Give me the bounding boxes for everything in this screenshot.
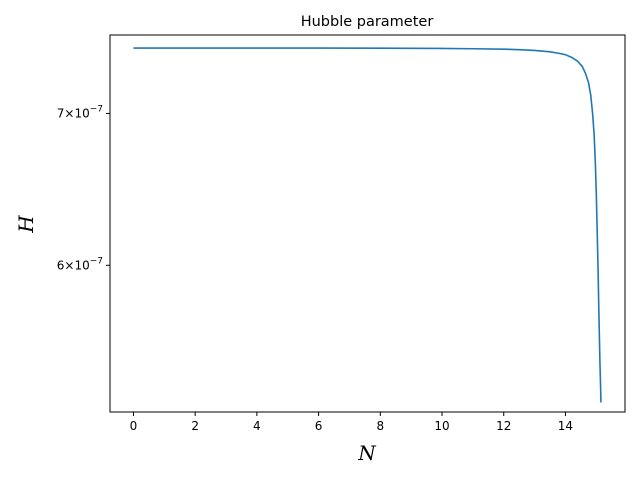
plot-area (133, 47, 602, 403)
y-tick-label: 7×10−7 (57, 104, 103, 120)
x-tick-label: 10 (434, 419, 449, 433)
y-axis-label: H (14, 215, 38, 234)
x-tick-label: 0 (130, 419, 138, 433)
x-tick-label: 2 (191, 419, 199, 433)
x-tick-label: 4 (253, 419, 261, 433)
y-tick-label: 6×10−7 (57, 256, 103, 272)
x-tick-label: 12 (496, 419, 511, 433)
axes-frame (109, 34, 626, 413)
x-axis-label: N (357, 441, 377, 465)
x-tick-label: 6 (315, 419, 323, 433)
y-axis: 7×10−7 6×10−7 (57, 104, 110, 272)
chart-title: Hubble parameter (301, 14, 434, 30)
x-tick-label: 14 (558, 419, 573, 433)
series-line-1 (133, 47, 602, 403)
x-axis: 0 2 4 6 8 10 12 14 (130, 412, 573, 433)
x-tick-label: 8 (376, 419, 384, 433)
